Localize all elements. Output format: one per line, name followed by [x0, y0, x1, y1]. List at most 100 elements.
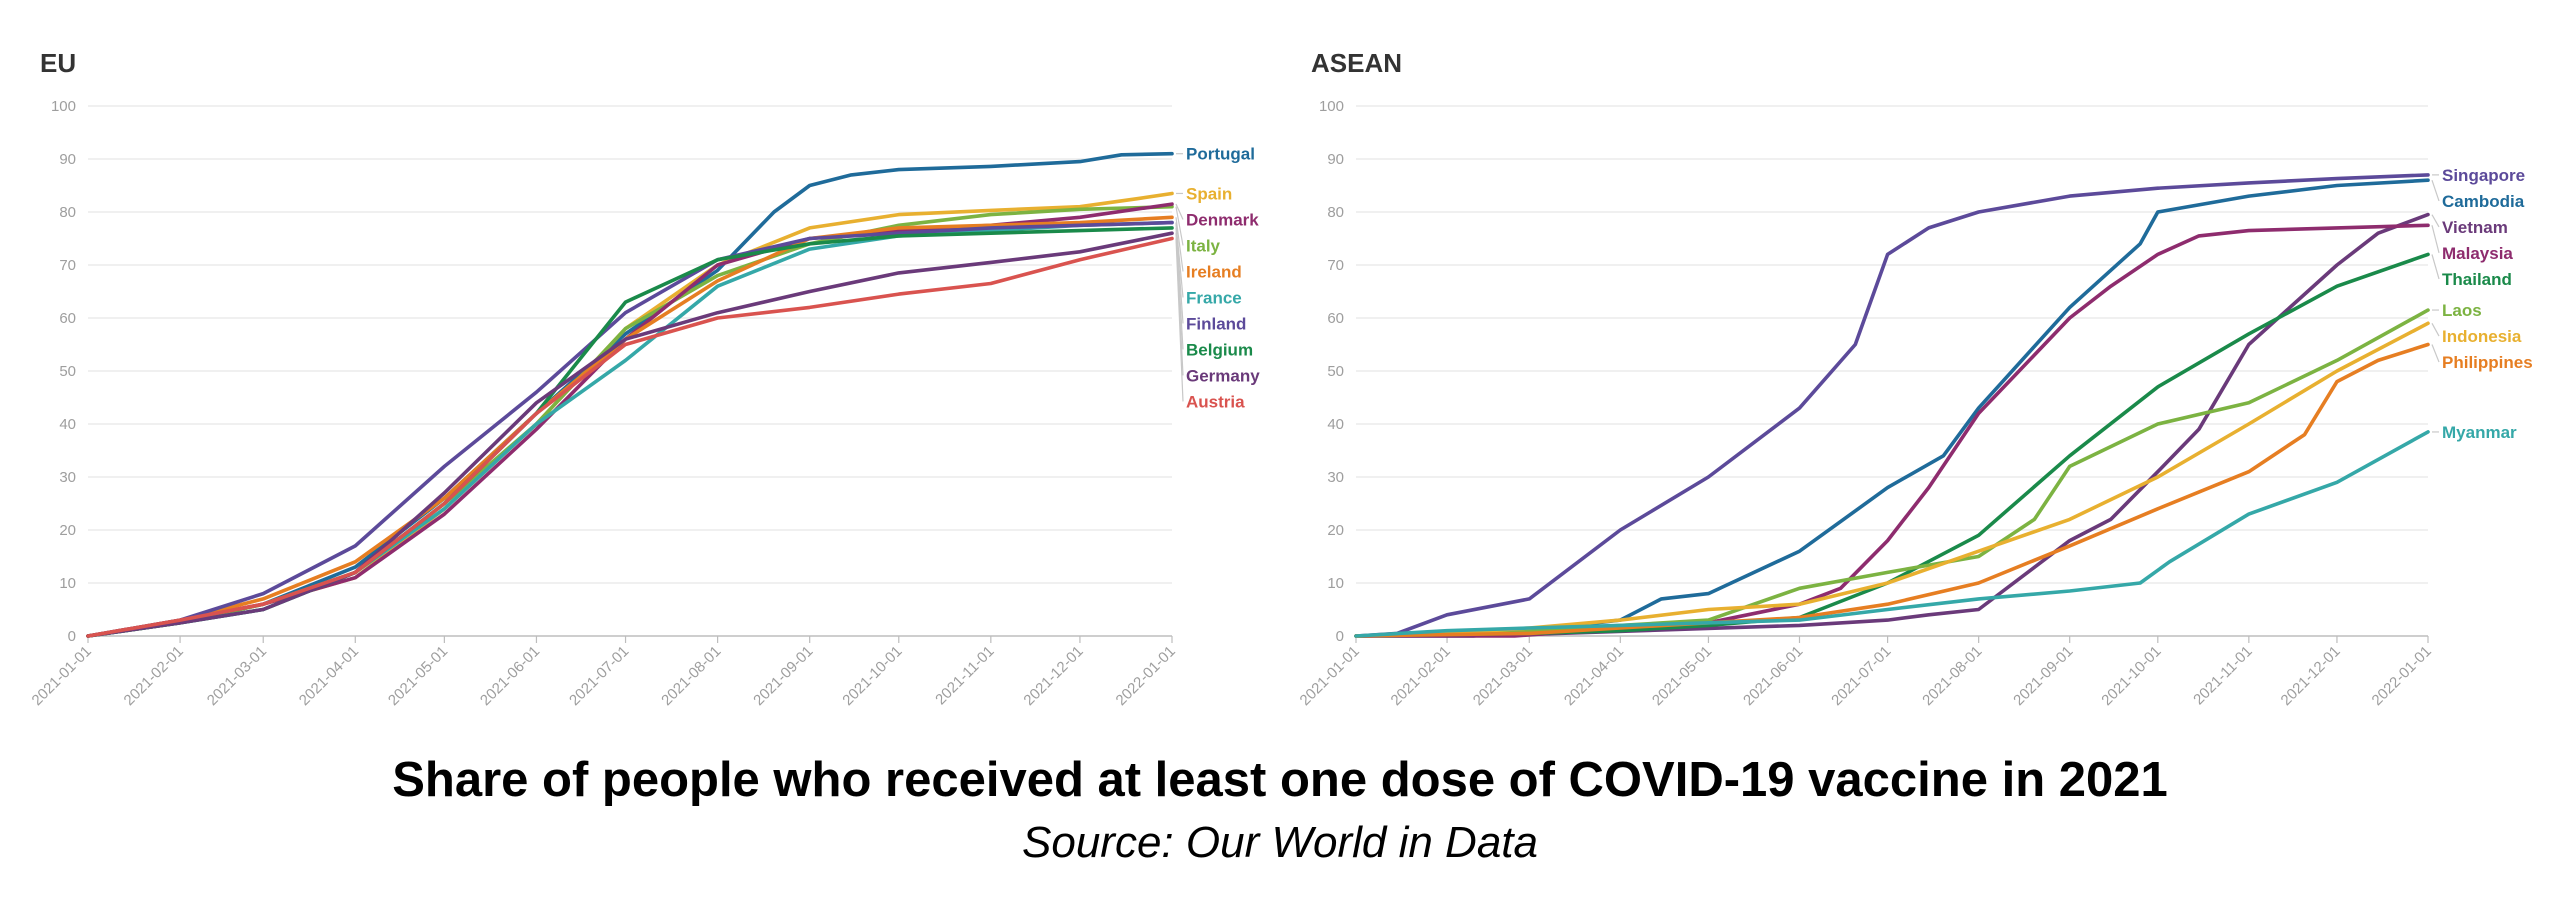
x-tick-label: 2021-10-01 — [839, 643, 905, 709]
series-line — [1354, 252, 2430, 638]
series-line — [86, 151, 1174, 638]
x-tick-label: 2021-11-01 — [2190, 643, 2255, 708]
series-label: Denmark — [1186, 210, 1259, 229]
x-tick-label: 2021-09-01 — [750, 643, 816, 709]
series-label: Germany — [1186, 366, 1260, 385]
series-label: Belgium — [1186, 340, 1253, 359]
series-label: Italy — [1186, 236, 1221, 255]
y-tick-label: 20 — [59, 522, 76, 539]
x-tick-label: 2021-08-01 — [1919, 643, 1985, 709]
series-label: Thailand — [2442, 270, 2512, 289]
label-connector — [2431, 344, 2440, 363]
series-line — [86, 236, 1174, 638]
x-tick-label: 2021-07-01 — [1828, 643, 1894, 709]
y-tick-label: 60 — [1327, 310, 1344, 327]
x-tick-label: 2021-02-01 — [121, 643, 187, 709]
figure-source: Source: Our World in Data — [1022, 818, 1538, 867]
series-line — [86, 220, 1174, 638]
x-tick-label: 2021-04-01 — [1561, 643, 1627, 709]
y-tick-label: 20 — [1327, 522, 1344, 539]
x-tick-label: 2021-05-01 — [1649, 643, 1715, 709]
series-line — [1354, 321, 2430, 638]
chart-panel-1: ASEAN 0 10 20 30 40 50 60 70 80 90 100 2021-01-01 202… — [1297, 48, 2533, 709]
label-connector — [1175, 217, 1184, 272]
y-tick-label: 10 — [59, 575, 76, 592]
series-line — [1354, 308, 2430, 638]
x-tick-label: 2021-12-01 — [1020, 643, 1086, 709]
series-line — [1354, 212, 2430, 638]
series-line — [86, 202, 1174, 638]
y-tick-label: 40 — [1327, 416, 1344, 433]
label-connector — [2431, 254, 2440, 280]
label-connector — [1175, 238, 1184, 402]
series-line — [1354, 342, 2430, 638]
label-connector — [2431, 323, 2440, 337]
x-tick-label: 2021-02-01 — [1388, 643, 1454, 709]
y-tick-label: 50 — [59, 363, 76, 380]
x-tick-label: 2021-11-01 — [932, 643, 997, 708]
chart-title: ASEAN — [1311, 48, 1402, 78]
x-tick-label: 2021-08-01 — [658, 643, 724, 709]
x-tick-label: 2021-09-01 — [2010, 643, 2076, 709]
x-tick-label: 2021-01-01 — [1297, 643, 1363, 709]
y-tick-label: 80 — [1327, 204, 1344, 221]
series-label: Portugal — [1186, 145, 1255, 164]
series-label: Ireland — [1186, 262, 1242, 281]
series-line — [1354, 223, 2430, 638]
series-label: France — [1186, 288, 1242, 307]
series-line — [1354, 178, 2430, 638]
y-tick-label: 90 — [1327, 151, 1344, 168]
series-label: Myanmar — [2442, 423, 2517, 442]
x-tick-label: 2021-04-01 — [296, 643, 362, 709]
y-tick-label: 60 — [59, 310, 76, 327]
series-label: Finland — [1186, 314, 1246, 333]
x-tick-label: 2021-01-01 — [29, 643, 95, 709]
series-label: Spain — [1186, 184, 1232, 203]
y-tick-label: 100 — [1319, 98, 1344, 115]
y-tick-label: 70 — [59, 257, 76, 274]
y-tick-label: 70 — [1327, 257, 1344, 274]
series-label: Vietnam — [2442, 218, 2508, 237]
y-tick-label: 0 — [1336, 628, 1344, 645]
x-tick-label: 2021-03-01 — [1470, 643, 1536, 709]
x-tick-label: 2021-12-01 — [2278, 643, 2344, 709]
label-connector — [2431, 225, 2440, 254]
series-line — [86, 231, 1174, 638]
y-tick-label: 50 — [1327, 363, 1344, 380]
series-label: Indonesia — [2442, 327, 2522, 346]
series-label: Cambodia — [2442, 192, 2525, 211]
y-tick-label: 80 — [59, 204, 76, 221]
x-tick-label: 2021-07-01 — [566, 643, 632, 709]
series-label: Philippines — [2442, 353, 2533, 372]
series-line — [1354, 173, 2430, 638]
x-tick-label: 2022-01-01 — [2369, 643, 2435, 709]
y-tick-label: 100 — [51, 98, 76, 115]
series-label: Laos — [2442, 301, 2482, 320]
chart-title: EU — [40, 48, 76, 78]
y-tick-label: 90 — [59, 151, 76, 168]
y-tick-label: 30 — [59, 469, 76, 486]
series-line — [86, 220, 1174, 638]
x-tick-label: 2021-05-01 — [385, 643, 451, 709]
x-tick-label: 2021-06-01 — [477, 643, 543, 709]
label-connector — [1175, 203, 1184, 220]
x-tick-label: 2021-10-01 — [2098, 643, 2164, 709]
series-label: Malaysia — [2442, 244, 2513, 263]
series-line — [1354, 430, 2430, 638]
y-tick-label: 10 — [1327, 575, 1344, 592]
label-connector — [2431, 214, 2440, 228]
label-connector — [2431, 180, 2440, 202]
x-tick-label: 2021-03-01 — [204, 643, 270, 709]
y-tick-label: 40 — [59, 416, 76, 433]
x-tick-label: 2022-01-01 — [1113, 643, 1179, 709]
y-tick-label: 0 — [68, 628, 76, 645]
series-label: Austria — [1186, 392, 1245, 411]
x-tick-label: 2021-06-01 — [1740, 643, 1806, 709]
label-connector — [1175, 206, 1184, 246]
chart-panel-0: EU 0 10 20 30 40 50 60 70 80 90 100 2021-01-01 2021-0… — [29, 48, 1261, 709]
figure-title: Share of people who received at least on… — [392, 753, 2168, 807]
y-tick-label: 30 — [1327, 469, 1344, 486]
series-line — [86, 204, 1174, 638]
series-line — [86, 226, 1174, 638]
